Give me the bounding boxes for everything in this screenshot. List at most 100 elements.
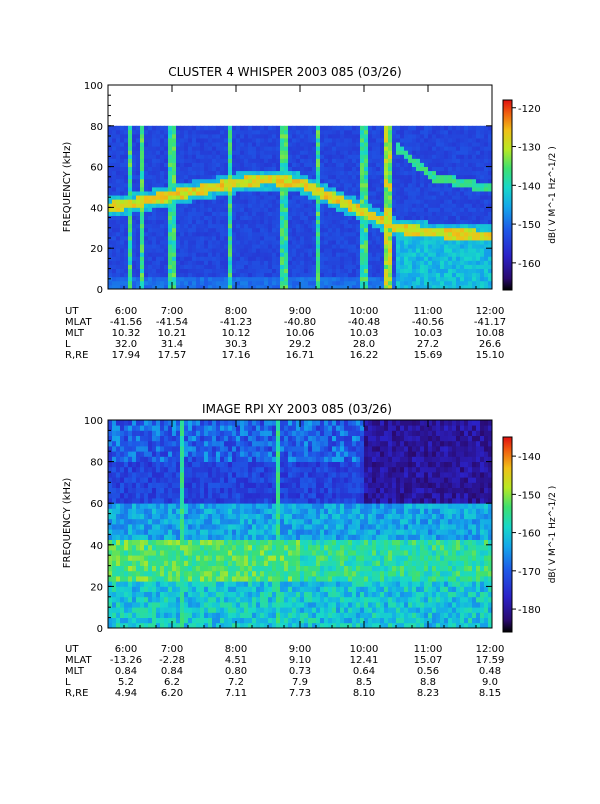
- spectrogram-cell: [380, 248, 384, 252]
- spectrogram-cell: [336, 199, 340, 203]
- spectrogram-cell: [344, 187, 348, 191]
- spectrogram-cell: [404, 126, 408, 130]
- spectrogram-cell: [272, 248, 276, 252]
- spectrogram-cell: [168, 138, 172, 142]
- spectrogram-cell: [176, 207, 180, 211]
- spectrogram-cell: [216, 256, 220, 260]
- spectrogram-cell: [180, 597, 184, 603]
- spectrogram-cell: [276, 187, 280, 191]
- spectrogram-cell: [152, 195, 156, 199]
- spectrogram-cell: [168, 150, 172, 154]
- spectrogram-cell: [468, 265, 472, 269]
- spectrogram-cell: [220, 240, 224, 244]
- spectrogram-cell: [152, 240, 156, 244]
- spectrogram-cell: [372, 265, 376, 269]
- spectrogram-cell: [388, 199, 392, 203]
- spectrogram-cell: [320, 163, 324, 167]
- spectrogram-cell: [180, 240, 184, 244]
- spectrogram-cell: [408, 171, 412, 175]
- spectrogram-cell: [308, 158, 312, 162]
- spectrogram-cell: [380, 277, 384, 281]
- spectrogram-cell: [184, 187, 188, 191]
- spectrogram-cell: [312, 224, 316, 228]
- spectrogram-cell: [352, 138, 356, 142]
- spectrogram-cell: [452, 175, 456, 179]
- spectrogram-cell: [472, 199, 476, 203]
- spectrogram-cell: [304, 179, 308, 183]
- spectrogram-cell: [128, 138, 132, 142]
- spectrogram-cell: [384, 158, 388, 162]
- spectrogram-cell: [356, 158, 360, 162]
- spectrogram-cell: [316, 248, 320, 252]
- spectrogram-cell: [152, 138, 156, 142]
- spectrogram-cell: [396, 175, 400, 179]
- spectrogram-cell: [176, 256, 180, 260]
- spectrogram-cell: [196, 420, 200, 426]
- spectrogram-cell: [216, 142, 220, 146]
- spectrogram-cell: [188, 612, 192, 618]
- spectrogram-cell: [192, 482, 196, 488]
- spectrogram-cell: [112, 281, 116, 285]
- spectrogram-cell: [172, 524, 176, 530]
- spectrogram-cell: [312, 211, 316, 215]
- spectrogram-cell: [136, 171, 140, 175]
- spectrogram-cell: [224, 269, 228, 273]
- spectrogram-cell: [224, 171, 228, 175]
- spectrogram-cell: [364, 187, 368, 191]
- spectrogram-cell: [324, 199, 328, 203]
- spectrogram-cell: [144, 607, 148, 613]
- spectrogram-cell: [412, 248, 416, 252]
- spectrogram-cell: [356, 142, 360, 146]
- spectrogram-cell: [284, 150, 288, 154]
- spectrogram-cell: [484, 195, 488, 199]
- spectrogram-cell: [348, 232, 352, 236]
- spectrogram-cell: [332, 228, 336, 232]
- spectrogram-cell: [112, 430, 116, 436]
- spectrogram-cell: [304, 195, 308, 199]
- spectrogram-cell: [396, 273, 400, 277]
- spectrogram-cell: [328, 240, 332, 244]
- spectrogram-cell: [400, 220, 404, 224]
- spectrogram-cell: [480, 158, 484, 162]
- ephemeris-value: 32.0: [115, 339, 137, 350]
- spectrogram-cell: [296, 130, 300, 134]
- spectrogram-cell: [304, 183, 308, 187]
- spectrogram-cell: [168, 545, 172, 551]
- spectrogram-cell: [144, 163, 148, 167]
- spectrogram-cell: [264, 240, 268, 244]
- spectrogram-cell: [132, 550, 136, 556]
- spectrogram-cell: [140, 566, 144, 572]
- spectrogram-cell: [220, 203, 224, 207]
- spectrogram-cell: [312, 203, 316, 207]
- spectrogram-cell: [148, 524, 152, 530]
- spectrogram-cell: [276, 154, 280, 158]
- spectrogram-cell: [364, 199, 368, 203]
- spectrogram-cell: [296, 277, 300, 281]
- spectrogram-cell: [388, 150, 392, 154]
- spectrogram-cell: [148, 269, 152, 273]
- spectrogram-cell: [472, 175, 476, 179]
- spectrogram-cell: [176, 154, 180, 158]
- spectrogram-cell: [432, 158, 436, 162]
- spectrogram-cell: [384, 203, 388, 207]
- spectrogram-cell: [276, 203, 280, 207]
- spectrogram-cell: [180, 482, 184, 488]
- spectrogram-cell: [120, 498, 124, 504]
- spectrogram-cell: [204, 281, 208, 285]
- spectrogram-cell: [232, 224, 236, 228]
- spectrogram-cell: [276, 269, 280, 273]
- spectrogram-cell: [128, 566, 132, 572]
- spectrogram-cell: [124, 167, 128, 171]
- spectrogram-cell: [348, 163, 352, 167]
- spectrogram-cell: [460, 256, 464, 260]
- spectrogram-cell: [340, 167, 344, 171]
- ephemeris-value: 7:00: [161, 306, 183, 317]
- spectrogram-cell: [200, 146, 204, 150]
- spectrogram-cell: [472, 265, 476, 269]
- spectrogram-cell: [444, 138, 448, 142]
- spectrogram-cell: [284, 126, 288, 130]
- spectrogram-cell: [180, 281, 184, 285]
- spectrogram-cell: [224, 216, 228, 220]
- spectrogram-cell: [336, 260, 340, 264]
- spectrogram-cell: [120, 462, 124, 468]
